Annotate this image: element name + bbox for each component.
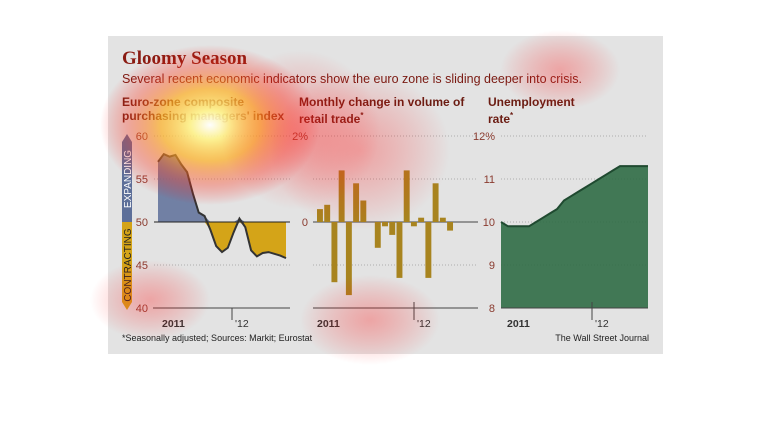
unemployment-y-tick-label: 9 bbox=[489, 260, 495, 272]
retail-bar bbox=[324, 204, 331, 222]
retail-bar bbox=[439, 217, 446, 222]
pmi-contracting-fill bbox=[158, 222, 286, 259]
retail-bar bbox=[447, 222, 454, 231]
retail-bar bbox=[432, 183, 439, 222]
unemployment-y-tick-label: 10 bbox=[483, 217, 495, 229]
unemployment-y-tick-label: 12% bbox=[473, 131, 495, 143]
pmi-expanding-fill bbox=[158, 154, 286, 222]
pmi-y-tick-label: 50 bbox=[136, 217, 148, 229]
retail-bar bbox=[382, 222, 388, 227]
retail-bar bbox=[396, 222, 403, 278]
footnote: *Seasonally adjusted; Sources: Markit; E… bbox=[122, 333, 313, 343]
retail-bars bbox=[317, 170, 454, 296]
unemployment-x-label-12: '12 bbox=[595, 318, 609, 330]
pmi-x-label-12: '12 bbox=[235, 318, 249, 330]
retail-bar bbox=[403, 170, 410, 222]
retail-bar bbox=[360, 200, 367, 222]
unemployment-series-line bbox=[500, 165, 648, 228]
retail-bar bbox=[353, 183, 360, 222]
pmi-y-tick-label: 60 bbox=[136, 131, 148, 143]
unemployment-area-fill bbox=[501, 166, 648, 308]
retail-bar bbox=[425, 222, 432, 278]
retail-chart: 0 2% 2011 '12 bbox=[292, 131, 478, 330]
retail-bar bbox=[317, 209, 323, 222]
pmi-chart: EXPANDING CONTRACTING 40 45 50 55 60 2011 '1… bbox=[122, 131, 290, 330]
retail-y-ticks: 0 2% bbox=[292, 131, 308, 229]
credit: The Wall Street Journal bbox=[555, 333, 649, 343]
retail-grid bbox=[313, 135, 478, 309]
charts-svg: EXPANDING CONTRACTING 40 45 50 55 60 2011 '1… bbox=[122, 131, 648, 330]
retail-bar bbox=[338, 170, 345, 222]
pmi-y-tick-label: 40 bbox=[136, 303, 148, 315]
unemployment-chart: 8 9 10 11 12% 2011 '12 bbox=[473, 131, 648, 330]
retail-bar bbox=[389, 222, 396, 235]
unemployment-y-ticks: 8 9 10 11 12% bbox=[473, 131, 495, 315]
retail-x-label-2011: 2011 bbox=[317, 318, 340, 330]
chart-graphic: Gloomy Season Several recent economic in… bbox=[108, 36, 663, 354]
pmi-y-tick-label: 45 bbox=[136, 260, 148, 272]
retail-x-label-12: '12 bbox=[417, 318, 431, 330]
expanding-label: EXPANDING bbox=[123, 150, 134, 208]
unemployment-y-tick-label: 8 bbox=[489, 303, 495, 315]
unemployment-x-label-2011: 2011 bbox=[507, 318, 530, 330]
retail-y-tick-label: 0 bbox=[302, 217, 308, 229]
retail-y-tick-label: 2% bbox=[292, 131, 308, 143]
unemployment-title-line2: rate bbox=[488, 112, 511, 126]
retail-bar bbox=[331, 222, 338, 283]
retail-bar bbox=[374, 222, 381, 248]
pmi-x-label-2011: 2011 bbox=[162, 318, 185, 330]
contracting-label: CONTRACTING bbox=[123, 228, 134, 302]
unemployment-y-tick-label: 11 bbox=[484, 174, 495, 186]
retail-bar bbox=[410, 222, 417, 227]
pmi-y-ticks: 40 45 50 55 60 bbox=[136, 131, 148, 315]
retail-bar bbox=[418, 217, 425, 222]
pmi-y-tick-label: 55 bbox=[136, 174, 148, 186]
unemployment-title-star: * bbox=[510, 111, 514, 120]
retail-bar bbox=[345, 222, 352, 296]
